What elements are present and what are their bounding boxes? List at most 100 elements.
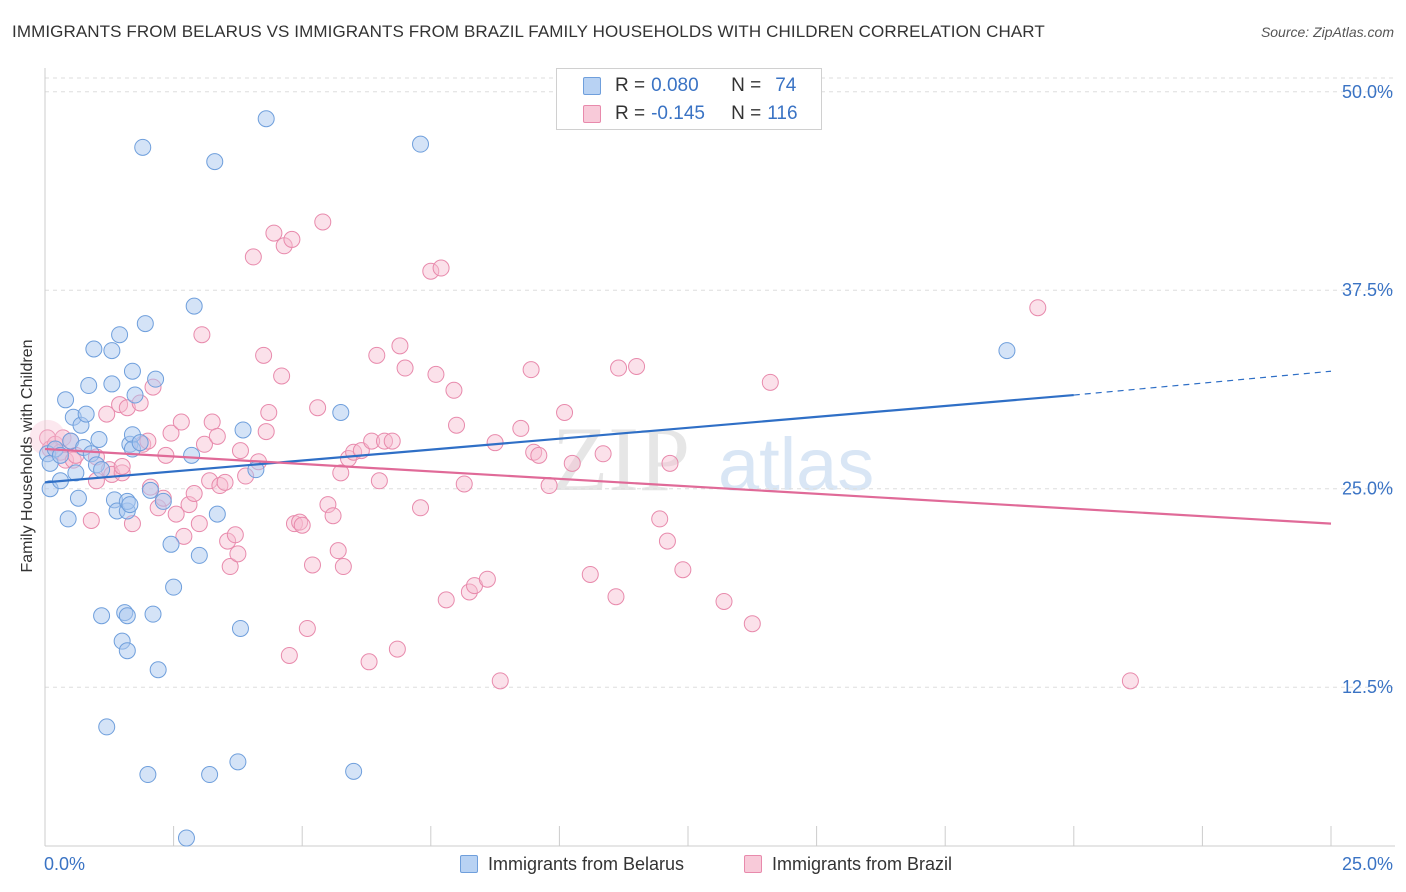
belarus-point [118, 642, 136, 660]
y-tick-label: 37.5% [1342, 280, 1393, 300]
belarus-point [998, 342, 1016, 360]
belarus-point [147, 370, 165, 388]
legend-brazil-r-value: -0.145 [651, 103, 705, 124]
brazil-point [172, 413, 190, 431]
brazil-point [203, 413, 221, 431]
legend-brazil-n-label: N = [731, 103, 762, 124]
belarus-point [111, 326, 129, 344]
legend-belarus-n-value: 74 [775, 75, 797, 96]
belarus-point [231, 619, 249, 637]
legend-swatch-belarus [583, 77, 601, 95]
belarus-point [162, 535, 180, 553]
brazil-point [658, 532, 676, 550]
brazil-point [283, 230, 301, 248]
brazil-point [190, 515, 208, 533]
brazil-point [229, 545, 247, 563]
belarus-point [206, 153, 224, 171]
belarus-point [141, 481, 159, 499]
zipatlas-watermark: ZIP atlas [552, 408, 874, 510]
brazil-point [298, 619, 316, 637]
brazil-point [257, 423, 275, 441]
bottom-legend-brazil: Immigrants from Brazil [744, 852, 952, 876]
x-tick-label: 25.0% [1342, 854, 1393, 874]
brazil-point [273, 367, 291, 385]
belarus-point [229, 753, 247, 771]
belarus-point [149, 661, 167, 679]
brazil-point [512, 419, 530, 437]
brazil-point [193, 326, 211, 344]
brazil-point [396, 359, 414, 377]
belarus-point [85, 340, 103, 358]
brazil-point [226, 526, 244, 544]
belarus-point [93, 607, 111, 625]
bottom-legend-belarus: Immigrants from Belarus [460, 852, 684, 876]
legend-brazil-n-value: 116 [767, 103, 798, 124]
brazil-point [293, 516, 311, 534]
belarus-trend-line [44, 393, 1074, 484]
bottom-legend-swatch-belarus [460, 855, 478, 873]
belarus-point [98, 718, 116, 736]
brazil-point [370, 472, 388, 490]
belarus-point [190, 546, 208, 564]
bottom-legend-label-brazil: Immigrants from Brazil [772, 853, 953, 874]
brazil-point [280, 646, 298, 664]
brazil-point [244, 248, 262, 266]
brazil-point [610, 359, 628, 377]
belarus-point [57, 391, 75, 409]
bottom-legend-label-belarus: Immigrants from Belarus [488, 853, 685, 874]
brazil-point [332, 464, 350, 482]
y-tick-label: 25.0% [1342, 479, 1393, 499]
brazil-point [478, 570, 496, 588]
belarus-point [201, 766, 219, 784]
brazil-point [291, 513, 309, 531]
brazil-point [581, 565, 599, 583]
brazil-point [1029, 299, 1047, 317]
brazil-point [368, 346, 386, 364]
brazil-point [525, 443, 543, 461]
brazil-point [180, 496, 198, 514]
belarus-point [136, 315, 154, 333]
legend-belarus-r-label: R = [615, 75, 646, 96]
belarus-point [139, 766, 157, 784]
brazil-point [309, 399, 327, 417]
brazil-point [319, 496, 337, 514]
brazil-point [329, 542, 347, 560]
belarus-point [69, 489, 87, 507]
brazil-point [211, 477, 229, 495]
belarus-point [77, 405, 95, 423]
brazil-point [221, 558, 239, 576]
brazil-point [167, 505, 185, 523]
belarus-point [59, 510, 77, 528]
belarus-point [154, 492, 172, 510]
brazil-point [422, 262, 440, 280]
belarus-point [123, 362, 141, 380]
brazil-point [118, 399, 136, 417]
belarus-point [80, 377, 98, 395]
legend-belarus-n-label: N = [731, 75, 762, 96]
belarus-trend-extension [1073, 370, 1332, 396]
belarus-point [144, 605, 162, 623]
belarus-point [165, 578, 183, 596]
brazil-point [175, 527, 193, 545]
belarus-point [412, 135, 430, 153]
brazil-point [231, 442, 249, 460]
belarus-point [103, 342, 121, 360]
brazil-point [530, 446, 548, 464]
brazil-point [491, 672, 509, 690]
y-tick-label: 12.5% [1342, 677, 1393, 697]
belarus-point [332, 404, 350, 422]
brazil-point [594, 445, 612, 463]
legend-row-belarus: R = 0.080 N = 74 [583, 75, 796, 97]
brazil-point [715, 592, 733, 610]
brazil-point [265, 224, 283, 242]
bottom-legend-swatch-brazil [744, 855, 762, 873]
brazil-point [195, 435, 213, 453]
brazil-point [260, 404, 278, 422]
brazil-point [607, 588, 625, 606]
belarus-point [177, 829, 195, 847]
legend-brazil-r-label: R = [615, 103, 646, 124]
belarus-point [93, 461, 111, 479]
belarus-point [208, 505, 226, 523]
brazil-point [324, 507, 342, 525]
